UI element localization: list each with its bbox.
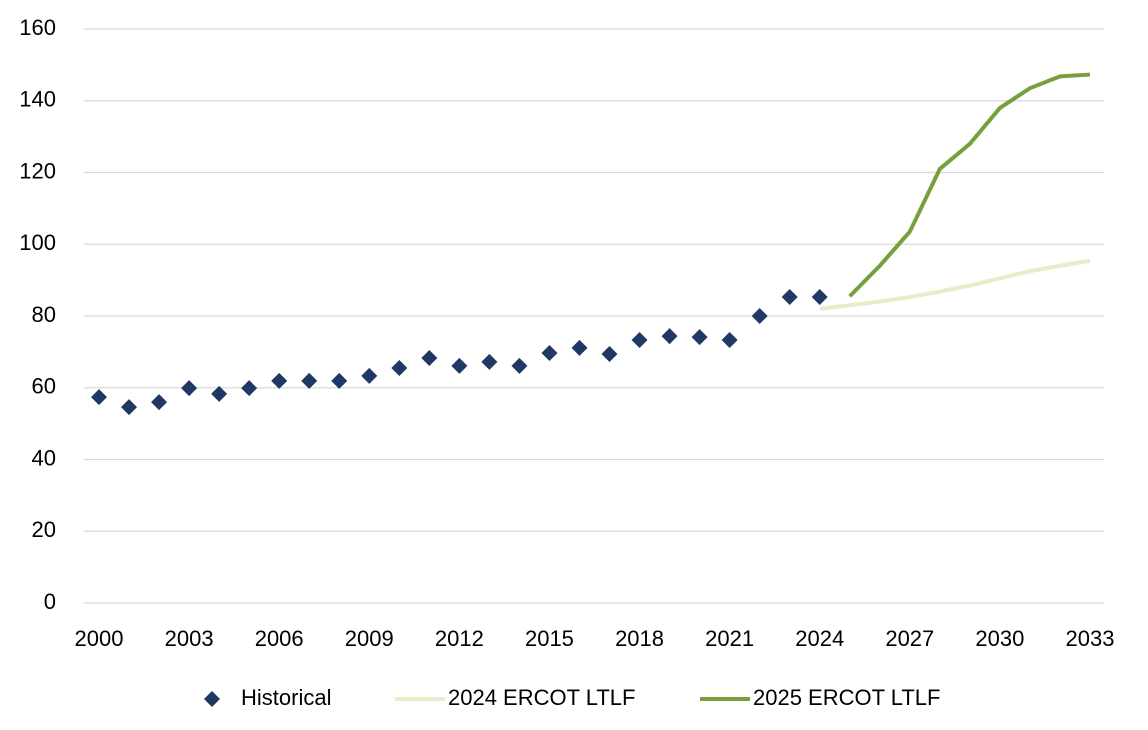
data-point [391, 360, 408, 377]
x-tick-label: 2009 [345, 626, 394, 651]
x-tick-label: 2015 [525, 626, 574, 651]
data-point [451, 357, 468, 374]
data-point [241, 380, 258, 397]
data-point [511, 357, 528, 374]
x-tick-label: 2000 [75, 626, 124, 651]
x-tick-label: 2003 [165, 626, 214, 651]
data-point [571, 339, 588, 356]
x-tick-label: 2033 [1066, 626, 1115, 651]
data-point [751, 308, 768, 324]
data-point [811, 288, 828, 305]
legend-label: 2025 ERCOT LTLF [753, 685, 940, 710]
x-tick-label: 2027 [885, 626, 934, 651]
data-line [819, 258, 1091, 311]
data-point [631, 332, 648, 349]
data-point [481, 353, 498, 370]
data-point [271, 372, 288, 389]
x-tick-label: 2012 [435, 626, 484, 651]
data-point [211, 385, 228, 402]
data-point [601, 346, 618, 363]
y-tick-label: 60 [32, 374, 56, 399]
legend-label: 2024 ERCOT LTLF [448, 685, 635, 710]
data-point [361, 367, 378, 384]
y-tick-label: 140 [19, 87, 56, 112]
y-tick-label: 100 [19, 230, 56, 255]
y-tick-label: 160 [19, 15, 56, 40]
data-point [331, 372, 348, 389]
data-point [721, 332, 738, 349]
data-point [541, 344, 558, 361]
y-tick-label: 120 [19, 158, 56, 183]
y-tick-label: 80 [32, 302, 56, 327]
data-point [181, 380, 198, 397]
data-point [781, 288, 798, 305]
x-tick-label: 2018 [615, 626, 664, 651]
y-tick-label: 40 [32, 445, 56, 470]
x-tick-label: 2006 [255, 626, 304, 651]
data-point [121, 399, 138, 416]
x-tick-label: 2021 [705, 626, 754, 651]
y-tick-label: 20 [32, 517, 56, 542]
data-point [691, 329, 708, 346]
data-point [151, 394, 168, 411]
data-point [661, 328, 678, 345]
legend-marker [204, 691, 220, 707]
x-tick-label: 2024 [795, 626, 844, 651]
data-point [301, 372, 318, 389]
y-tick-label: 0 [44, 589, 56, 614]
data-point [421, 349, 438, 366]
data-point [91, 389, 107, 406]
x-tick-label: 2030 [975, 626, 1024, 651]
data-line [848, 72, 1091, 298]
legend-label: Historical [241, 685, 331, 710]
